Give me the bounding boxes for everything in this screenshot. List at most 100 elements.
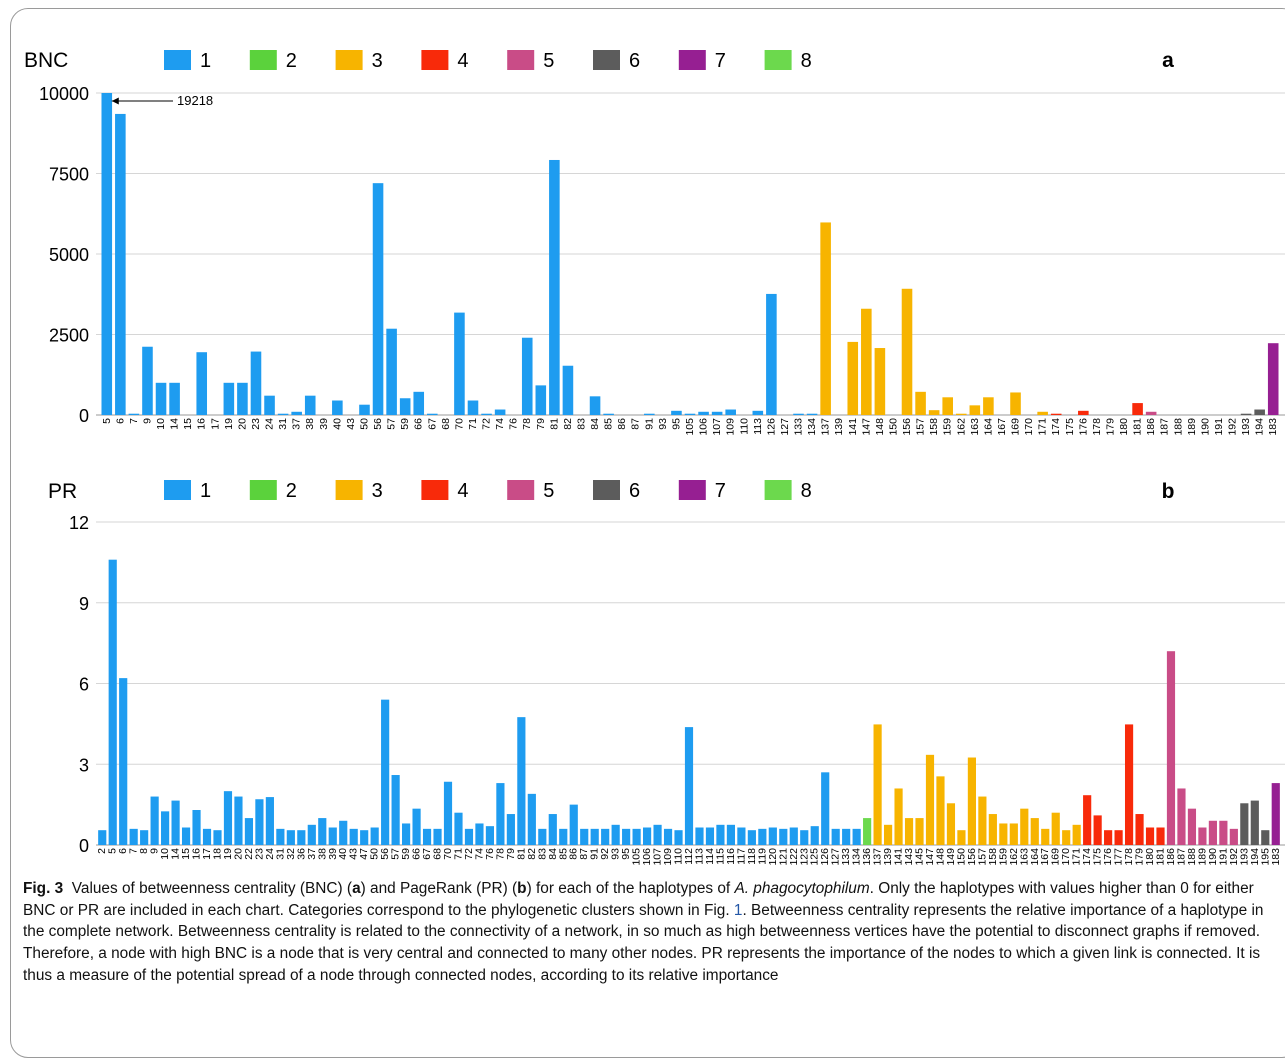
- x-tick-label: 71: [452, 848, 464, 860]
- bar: [1124, 724, 1134, 845]
- x-tick-label: 72: [481, 418, 493, 430]
- legend-label-7: 7: [715, 480, 726, 502]
- x-tick-label: 157: [976, 848, 988, 866]
- bar: [967, 757, 976, 845]
- x-tick-label: 24: [264, 848, 276, 860]
- x-tick-label: 127: [779, 418, 791, 436]
- x-tick-label: 148: [874, 418, 886, 436]
- bar: [643, 827, 652, 845]
- bar: [1261, 830, 1270, 845]
- bar: [370, 827, 379, 845]
- x-tick-label: 23: [250, 418, 262, 430]
- bar: [901, 288, 913, 415]
- x-tick-label: 31: [277, 418, 289, 430]
- bar: [286, 830, 295, 845]
- x-tick-label: 16: [191, 848, 203, 860]
- x-tick-label: 17: [209, 418, 221, 430]
- legend-label-8: 8: [801, 480, 812, 502]
- x-tick-label: 68: [432, 848, 444, 860]
- bar: [644, 413, 655, 415]
- x-tick-label: 178: [1123, 848, 1135, 866]
- x-tick-label: 76: [508, 418, 520, 430]
- bar: [255, 799, 264, 845]
- x-tick-label: 193: [1240, 418, 1252, 436]
- panel-label: b: [1162, 480, 1175, 503]
- x-tick-label: 159: [997, 848, 1009, 866]
- bar: [684, 727, 694, 845]
- bar: [842, 828, 851, 845]
- x-tick-label: 147: [924, 848, 936, 866]
- bar: [716, 824, 725, 845]
- x-tick-label: 87: [578, 848, 590, 860]
- bar: [603, 413, 614, 415]
- x-tick-label: 82: [526, 848, 538, 860]
- bar: [663, 828, 673, 845]
- bar: [789, 827, 798, 845]
- x-tick-label: 81: [515, 848, 527, 860]
- bar: [192, 810, 201, 845]
- x-tick-label: 15: [180, 848, 192, 860]
- x-tick-label: 66: [413, 418, 425, 430]
- bar: [381, 699, 390, 845]
- bar: [988, 814, 997, 845]
- bar: [559, 828, 568, 845]
- bar: [978, 796, 987, 845]
- bar: [237, 382, 248, 415]
- bar: [1198, 827, 1207, 845]
- x-tick-label: 85: [603, 418, 615, 430]
- bar: [1135, 814, 1144, 845]
- caption-species: A. phagocytophilum: [734, 880, 870, 897]
- x-tick-label: 120: [767, 848, 779, 866]
- bar: [485, 826, 495, 845]
- x-tick-label: 141: [847, 418, 859, 436]
- y-tick-label: 6: [79, 675, 89, 695]
- caption-text-5: . Betweenness centrality represents the …: [23, 901, 1264, 984]
- bar: [747, 830, 756, 845]
- x-tick-label: 183: [1267, 418, 1279, 436]
- x-tick-label: 190: [1199, 418, 1211, 436]
- x-tick-label: 187: [1159, 418, 1171, 436]
- bar: [101, 93, 113, 415]
- x-tick-label: 123: [798, 848, 810, 866]
- x-tick-label: 150: [887, 418, 899, 436]
- x-tick-label: 191: [1217, 848, 1229, 866]
- x-tick-label: 59: [400, 848, 412, 860]
- legend-swatch-1: [164, 480, 191, 500]
- x-tick-label: 91: [643, 418, 655, 430]
- legend-label-5: 5: [543, 480, 554, 502]
- x-tick-label: 156: [901, 418, 913, 436]
- bar: [562, 365, 574, 415]
- x-tick-label: 40: [331, 418, 343, 430]
- bar: [181, 827, 191, 845]
- x-tick-label: 36: [295, 848, 307, 860]
- legend-swatch-6: [593, 480, 620, 500]
- x-tick-label: 186: [1165, 848, 1177, 866]
- bar: [1010, 392, 1021, 415]
- caption-panel-a: a: [352, 880, 361, 897]
- bar: [129, 828, 138, 845]
- x-tick-label: 171: [1037, 418, 1049, 436]
- bar: [622, 828, 631, 845]
- x-tick-label: 84: [547, 848, 559, 860]
- caption-text-4: . Only the haplotypes with values higher…: [23, 880, 1254, 919]
- bar: [1250, 800, 1259, 845]
- legend-label-2: 2: [286, 480, 297, 502]
- bar: [821, 772, 830, 845]
- x-tick-label: 50: [358, 418, 370, 430]
- x-tick-label: 110: [673, 848, 685, 865]
- y-tick-label: 3: [79, 755, 89, 775]
- x-tick-label: 95: [620, 848, 632, 860]
- x-tick-label: 176: [1077, 418, 1089, 436]
- x-tick-label: 70: [453, 418, 465, 430]
- bar: [779, 828, 788, 845]
- x-tick-label: 43: [348, 848, 360, 860]
- x-tick-label: 192: [1227, 418, 1239, 436]
- caption-figure-link[interactable]: 1: [733, 901, 743, 919]
- x-tick-label: 107: [711, 418, 723, 436]
- x-tick-label: 181: [1155, 848, 1167, 866]
- bar: [98, 830, 107, 845]
- bar: [847, 341, 859, 415]
- x-tick-label: 191: [1213, 418, 1225, 436]
- x-tick-label: 179: [1134, 848, 1146, 866]
- bar: [1072, 824, 1081, 845]
